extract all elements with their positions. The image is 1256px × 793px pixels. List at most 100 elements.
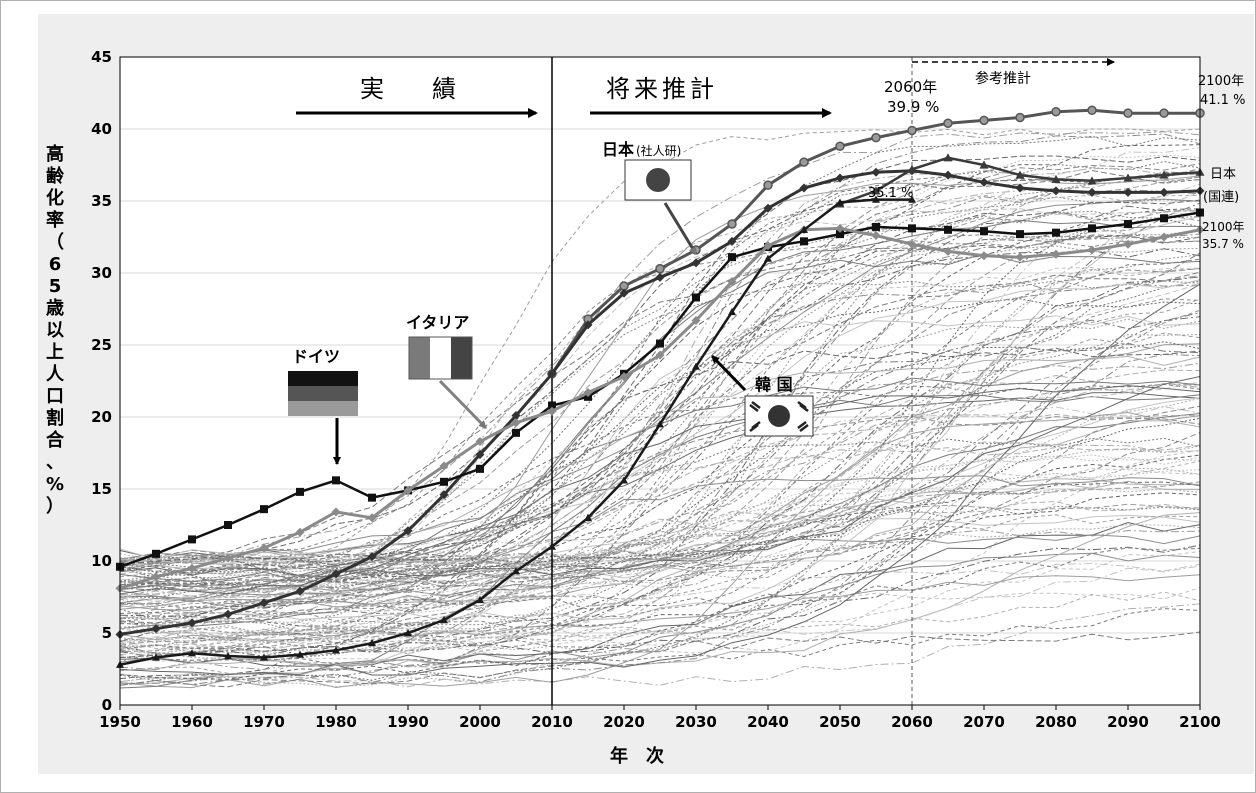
series-point-italy xyxy=(367,513,377,523)
y-axis-title-char: 上 xyxy=(46,342,64,363)
series-point-germany xyxy=(908,224,916,233)
series-point-korea xyxy=(332,646,340,654)
axis-ticks: 0 5 10 15 20 25 30 35 40 45 1950 1960 1970 1980 1990 20… xyxy=(91,48,1221,731)
series-point-germany xyxy=(1016,230,1024,239)
background-country-line xyxy=(119,198,1201,560)
annot-japan-un: 日本 xyxy=(1210,167,1236,182)
series-point-germany xyxy=(332,476,340,485)
label-projection: 将来推計 xyxy=(606,75,718,103)
series-point-germany xyxy=(692,293,700,302)
background-country-line xyxy=(119,209,1201,605)
series-point-italy xyxy=(439,461,449,471)
background-country-line xyxy=(119,552,1201,666)
series-point-germany xyxy=(476,464,484,473)
series-point-italy xyxy=(691,316,701,326)
y-axis-title-char: 割 xyxy=(46,407,64,429)
series-point-germany xyxy=(1160,214,1168,223)
background-country-line xyxy=(119,343,1201,612)
series-point-korea xyxy=(692,362,700,370)
background-country-line xyxy=(119,188,1201,590)
background-country-line xyxy=(119,266,1201,659)
label-germany: ドイツ xyxy=(292,347,340,366)
background-country-line xyxy=(119,480,1201,566)
series-point-italy xyxy=(223,553,233,563)
series-point-germany xyxy=(980,227,988,236)
series-point-korea xyxy=(728,307,736,316)
series-point-italy xyxy=(187,563,197,573)
series-point-japan_ipss xyxy=(763,180,773,190)
x-tick-label: 1970 xyxy=(243,713,285,731)
series-point-germany xyxy=(152,549,160,558)
x-tick-label: 2060 xyxy=(891,713,933,731)
label-japan-ipss: 日本 xyxy=(602,140,634,159)
series-point-japan_ipss xyxy=(1087,105,1097,116)
background-country-line xyxy=(119,455,1201,565)
background-country-line xyxy=(119,574,1201,641)
background-country-line xyxy=(119,385,1201,595)
x-tick-label: 2030 xyxy=(675,713,717,731)
x-tick-label: 2050 xyxy=(819,713,861,731)
background-country-line xyxy=(119,521,1201,667)
y-axis-title-char: % xyxy=(46,474,64,495)
y-tick-label: 15 xyxy=(91,480,112,498)
japan-flag xyxy=(624,159,692,201)
series-point-italy xyxy=(1015,252,1025,262)
series-point-korea xyxy=(620,476,628,484)
series-point-korea xyxy=(836,198,844,206)
series-point-germany xyxy=(512,428,520,437)
series-point-korea xyxy=(548,542,556,550)
annot-2060-year: 2060年 xyxy=(884,78,937,96)
series-point-germany xyxy=(1052,228,1060,237)
series-point-italy xyxy=(547,406,557,416)
y-axis-title-char: （ xyxy=(46,232,64,253)
series-point-japan_un xyxy=(1159,187,1169,197)
series-point-korea xyxy=(152,653,160,661)
background-country-line xyxy=(119,271,1201,624)
series-point-korea xyxy=(908,195,916,203)
series-point-japan_un xyxy=(763,203,773,213)
series-point-korea xyxy=(872,195,880,203)
series-point-japan_un xyxy=(511,411,521,421)
y-axis-title-char: 率 xyxy=(46,209,64,231)
series-point-italy xyxy=(655,350,665,360)
annot-2060-value: 39.9 % xyxy=(887,98,939,116)
series-point-italy xyxy=(727,277,737,287)
series-point-italy xyxy=(511,418,521,428)
series-point-japan_un xyxy=(1015,183,1025,193)
x-tick-label: 2100 xyxy=(1179,713,1221,731)
x-tick-label: 1960 xyxy=(171,713,213,731)
series-point-germany xyxy=(260,505,268,514)
y-axis-title-char: 化 xyxy=(46,187,64,209)
annot-2100-year-top: 2100年 xyxy=(1198,74,1244,89)
series-point-italy xyxy=(907,239,917,249)
series-point-japan_ipss xyxy=(727,219,737,229)
y-tick-label: 30 xyxy=(91,264,112,282)
y-tick-label: 10 xyxy=(91,552,112,570)
series-point-germany xyxy=(656,339,664,348)
label-actual: 実 績 xyxy=(360,75,456,103)
label-japan-ipss-sub: (社人研) xyxy=(636,143,681,158)
background-country-line xyxy=(119,171,1201,560)
series-point-germany xyxy=(872,222,880,231)
background-country-line xyxy=(119,334,1201,584)
series-point-italy xyxy=(583,388,593,398)
series-point-korea xyxy=(224,652,232,660)
background-country-line xyxy=(119,603,1201,688)
y-axis-title-char: 口 xyxy=(46,386,64,407)
y-axis-title-char: 以 xyxy=(46,320,64,341)
background-country-line xyxy=(119,608,1201,666)
series-point-japan_un_high xyxy=(1015,170,1025,179)
annot-2100-year-bottom: 2100年 xyxy=(1202,220,1245,234)
background-country-line xyxy=(119,194,1201,636)
series-point-japan_un_high xyxy=(871,186,881,195)
axis-frame xyxy=(119,56,1201,706)
background-country-line xyxy=(119,279,1201,561)
germany-flag xyxy=(288,371,358,416)
background-country-line xyxy=(119,332,1201,675)
background-country-line xyxy=(119,176,1201,587)
label-reference: 参考推計 xyxy=(975,70,1031,87)
background-country-line xyxy=(119,163,1201,573)
series-point-korea xyxy=(656,420,664,428)
